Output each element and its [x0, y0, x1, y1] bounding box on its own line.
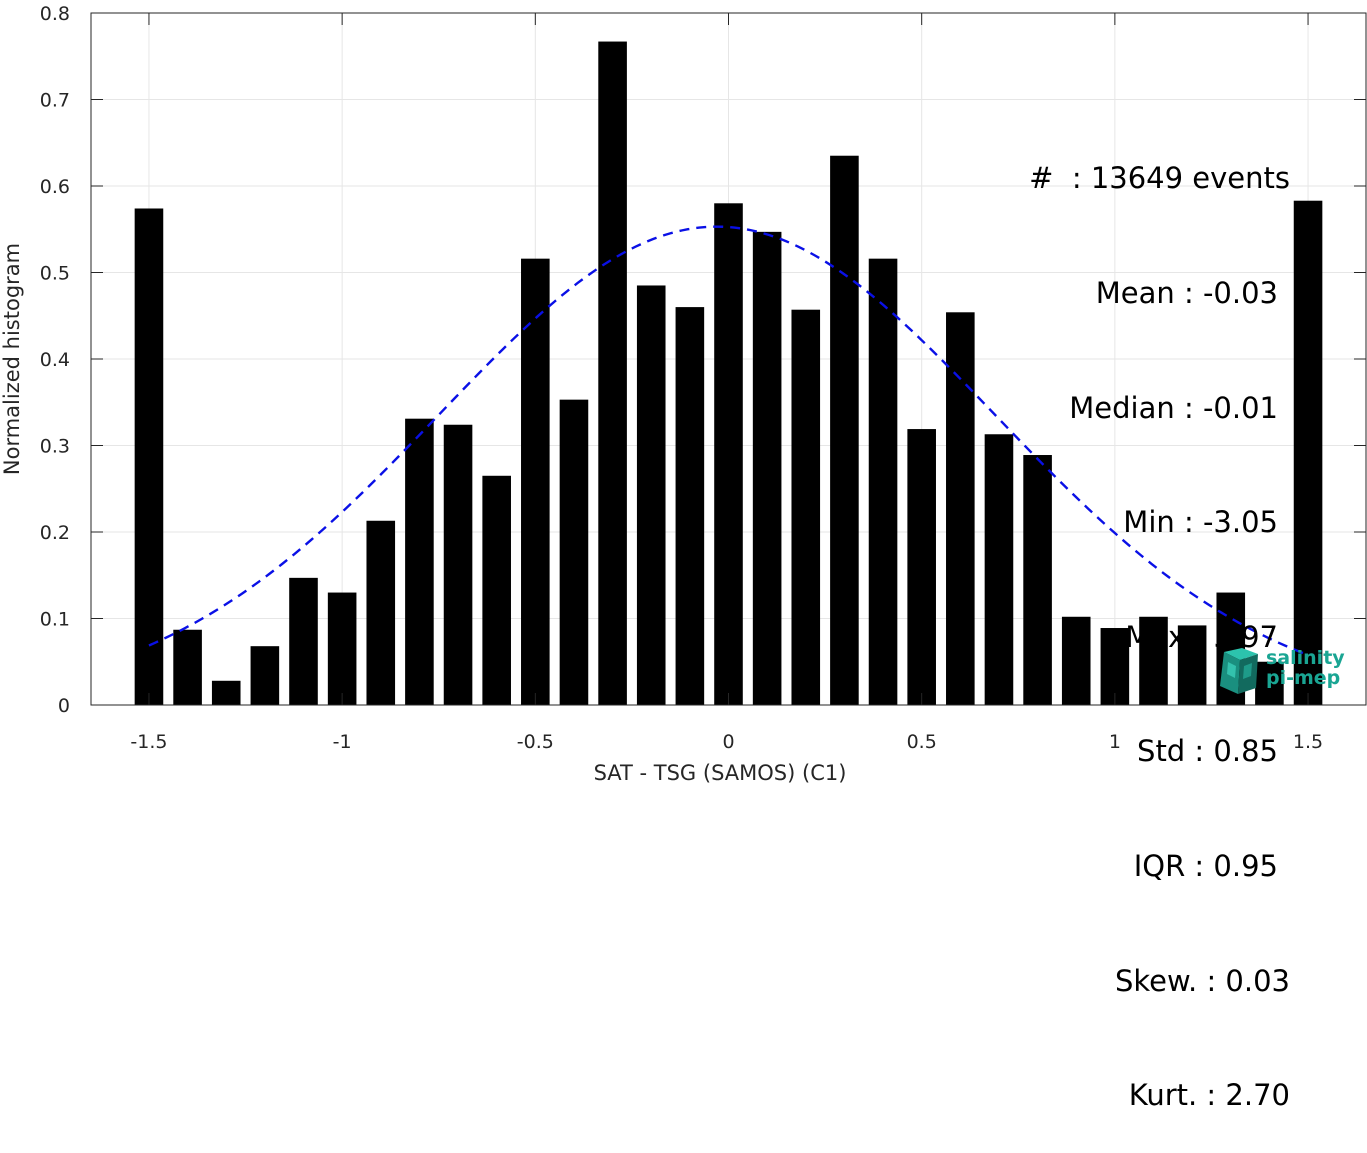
- histogram-chart: -1.5 -1 -0.5 0 0.5 1 1.5 0 0.1 0.2 0.3 0.4 0.5 0.6 0.…: [0, 3, 1367, 785]
- histogram-bar: [327, 592, 357, 705]
- y-tick-label: 0: [58, 695, 70, 717]
- axis-tick-marks: [91, 12, 1366, 706]
- histogram-bar: [791, 309, 821, 705]
- histogram-bar: [1139, 616, 1168, 705]
- histogram-bar: [250, 646, 280, 705]
- histogram-bar: [984, 434, 1014, 705]
- x-tick-label: 0.5: [907, 731, 937, 753]
- histogram-bar: [366, 520, 396, 705]
- salinity-pimep-logo: salinity pi-mep: [1218, 648, 1348, 696]
- histogram-bar: [134, 208, 164, 706]
- x-tick-label: -1.5: [130, 731, 167, 753]
- x-tick-label: -0.5: [517, 731, 554, 753]
- histogram-bar: [1100, 628, 1130, 705]
- histogram-bar: [675, 307, 705, 705]
- x-tick-label: 1: [1109, 731, 1121, 753]
- histogram-bar: [173, 629, 202, 705]
- x-tick-labels: -1.5 -1 -0.5 0 0.5 1 1.5: [130, 731, 1323, 753]
- x-axis-label: SAT - TSG (SAMOS) (C1): [594, 761, 847, 785]
- histogram-bars: [134, 41, 1323, 706]
- stat-std: Std : 0.85: [1137, 734, 1278, 769]
- y-tick-label: 0.7: [40, 90, 70, 112]
- y-axis-label: Normalized histogram: [0, 243, 24, 475]
- histogram-bar: [443, 424, 473, 705]
- normal-fit-curve: [148, 225, 1309, 657]
- histogram-bar: [830, 155, 859, 706]
- stat-median: Median : -0.01: [1069, 390, 1278, 425]
- histogram-bar: [1061, 616, 1091, 705]
- stat-iqr: IQR : 0.95: [1133, 849, 1278, 884]
- histogram-bar: [1293, 200, 1323, 705]
- x-tick-label: 1.5: [1293, 731, 1323, 753]
- histogram-bar: [211, 680, 241, 705]
- stat-events: # : 13649 events: [1029, 161, 1290, 196]
- y-tick-label: 0.5: [40, 263, 70, 285]
- histogram-bar: [907, 429, 936, 705]
- y-tick-labels: 0 0.1 0.2 0.3 0.4 0.5 0.6 0.7 0.8: [40, 3, 70, 717]
- histogram-bar: [714, 203, 743, 706]
- histogram-bar: [1177, 625, 1207, 705]
- x-tick-label: 0: [722, 731, 734, 753]
- x-tick-label: -1: [333, 731, 352, 753]
- y-tick-label: 0.1: [40, 609, 70, 631]
- histogram-bar: [1255, 661, 1284, 705]
- y-tick-label: 0.3: [40, 436, 70, 458]
- stat-max: Max : 5.97: [1125, 619, 1278, 654]
- histogram-bar: [636, 285, 666, 705]
- stat-mean: Mean : -0.03: [1095, 276, 1278, 311]
- histogram-bar: [559, 399, 589, 705]
- salinity-cube-logo-icon: [1220, 648, 1258, 694]
- histogram-bar: [1023, 455, 1052, 705]
- stat-kurt: Kurt. : 2.70: [1128, 1078, 1290, 1113]
- histogram-bar: [598, 41, 627, 706]
- statistics-panel: # : 13649 events Mean : -0.03 Median : -…: [1029, 83, 1290, 1153]
- y-tick-label: 0.8: [40, 3, 70, 25]
- y-tick-label: 0.6: [40, 176, 70, 198]
- histogram-bar: [289, 577, 318, 705]
- histogram-bar: [868, 258, 898, 705]
- histogram-bar: [752, 231, 782, 705]
- y-tick-label: 0.4: [40, 349, 70, 371]
- histogram-bar: [482, 475, 511, 705]
- y-tick-label: 0.2: [40, 522, 70, 544]
- logo-line-pimep: pi-mep: [1266, 667, 1341, 689]
- stat-skew: Skew. : 0.03: [1114, 963, 1290, 998]
- histogram-bar: [405, 418, 434, 705]
- logo-line-salinity: salinity: [1266, 647, 1345, 669]
- histogram-bar: [946, 312, 975, 705]
- logo-text: salinity pi-mep: [1266, 648, 1345, 688]
- stat-min: Min : -3.05: [1123, 505, 1278, 540]
- histogram-bar: [521, 258, 550, 705]
